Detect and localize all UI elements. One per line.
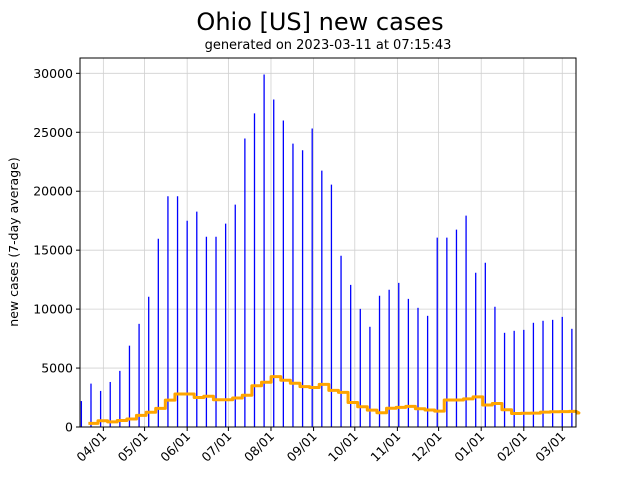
x-tick-label: 11/01 xyxy=(367,429,403,465)
y-tick-label: 5000 xyxy=(41,361,73,376)
x-tick-label: 12/01 xyxy=(409,429,445,465)
y-axis-label: new cases (7-day average) xyxy=(6,157,21,326)
average-line xyxy=(88,375,581,425)
x-tick-label: 01/01 xyxy=(451,429,487,465)
plot-frame xyxy=(79,57,577,428)
y-tick-label: 15000 xyxy=(33,243,73,258)
x-tick-label: 10/01 xyxy=(325,429,361,465)
x-tick-label: 08/01 xyxy=(241,429,277,465)
x-tick-label: 09/01 xyxy=(284,429,320,465)
y-tick-label: 20000 xyxy=(33,184,73,199)
chart-title: Ohio [US] new cases xyxy=(196,8,443,36)
y-tick-label: 0 xyxy=(65,420,73,435)
bars xyxy=(80,74,573,427)
average-line-group xyxy=(88,375,581,425)
chart-subtitle: generated on 2023-03-11 at 07:15:43 xyxy=(205,38,452,53)
x-tick-label: 03/01 xyxy=(532,429,568,465)
x-tick-label: 02/01 xyxy=(494,429,530,465)
y-tick-label: 30000 xyxy=(33,66,73,81)
y-tick-label: 10000 xyxy=(33,302,73,317)
grid xyxy=(80,58,576,428)
x-tick-label: 05/01 xyxy=(115,429,151,465)
x-tick-label: 07/01 xyxy=(198,429,234,465)
x-tick-label: 06/01 xyxy=(157,429,193,465)
x-tick-label: 04/01 xyxy=(73,429,109,465)
y-tick-label: 25000 xyxy=(33,125,73,140)
